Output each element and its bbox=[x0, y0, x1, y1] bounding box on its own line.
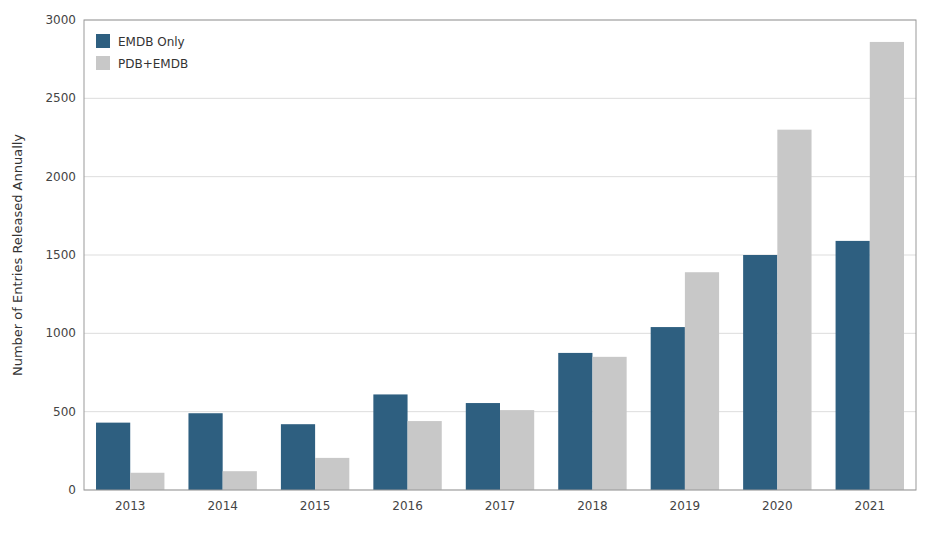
y-tick-label: 2000 bbox=[45, 170, 76, 184]
bar bbox=[685, 272, 719, 490]
bar bbox=[315, 458, 349, 490]
y-tick-label: 0 bbox=[68, 483, 76, 497]
bar bbox=[743, 255, 777, 490]
bar bbox=[466, 403, 500, 490]
bar bbox=[373, 394, 407, 490]
chart-container: 0 500 1000 1500 2000 2500 3000 2013 2014 2015 2016… bbox=[0, 0, 936, 536]
grid bbox=[84, 20, 916, 490]
grid-line bbox=[84, 98, 916, 99]
y-tick-label: 500 bbox=[53, 405, 76, 419]
legend-label: PDB+EMDB bbox=[118, 57, 188, 71]
y-tick-label: 2500 bbox=[45, 91, 76, 105]
bar bbox=[130, 473, 164, 490]
bar bbox=[651, 327, 685, 490]
bar bbox=[500, 410, 534, 490]
x-tick-label: 2013 bbox=[115, 499, 146, 513]
x-tick-label: 2021 bbox=[855, 499, 886, 513]
x-tick-label: 2016 bbox=[392, 499, 423, 513]
bar bbox=[836, 241, 870, 490]
x-tick-label: 2014 bbox=[207, 499, 238, 513]
chart-svg: 0 500 1000 1500 2000 2500 3000 2013 2014 2015 2016… bbox=[0, 0, 936, 536]
bar bbox=[558, 353, 592, 490]
bar bbox=[870, 42, 904, 490]
bar bbox=[223, 471, 257, 490]
bar bbox=[592, 357, 626, 490]
bars bbox=[96, 42, 904, 490]
bar bbox=[281, 424, 315, 490]
x-tick-label: 2019 bbox=[670, 499, 701, 513]
bar bbox=[777, 130, 811, 490]
plot-frame bbox=[84, 20, 916, 490]
bar bbox=[408, 421, 442, 490]
y-tick-label: 3000 bbox=[45, 13, 76, 27]
legend-swatch bbox=[96, 34, 110, 48]
legend: EMDB Only PDB+EMDB bbox=[96, 34, 188, 71]
legend-swatch bbox=[96, 56, 110, 70]
x-tick-label: 2018 bbox=[577, 499, 608, 513]
y-tick-label: 1000 bbox=[45, 326, 76, 340]
bar bbox=[96, 423, 130, 490]
x-tick-label: 2015 bbox=[300, 499, 331, 513]
y-tick-label: 1500 bbox=[45, 248, 76, 262]
y-axis-label: Number of Entries Released Annually bbox=[10, 134, 25, 376]
x-tick-label: 2020 bbox=[762, 499, 793, 513]
x-tick-label: 2017 bbox=[485, 499, 516, 513]
bar bbox=[188, 413, 222, 490]
legend-label: EMDB Only bbox=[118, 35, 185, 49]
